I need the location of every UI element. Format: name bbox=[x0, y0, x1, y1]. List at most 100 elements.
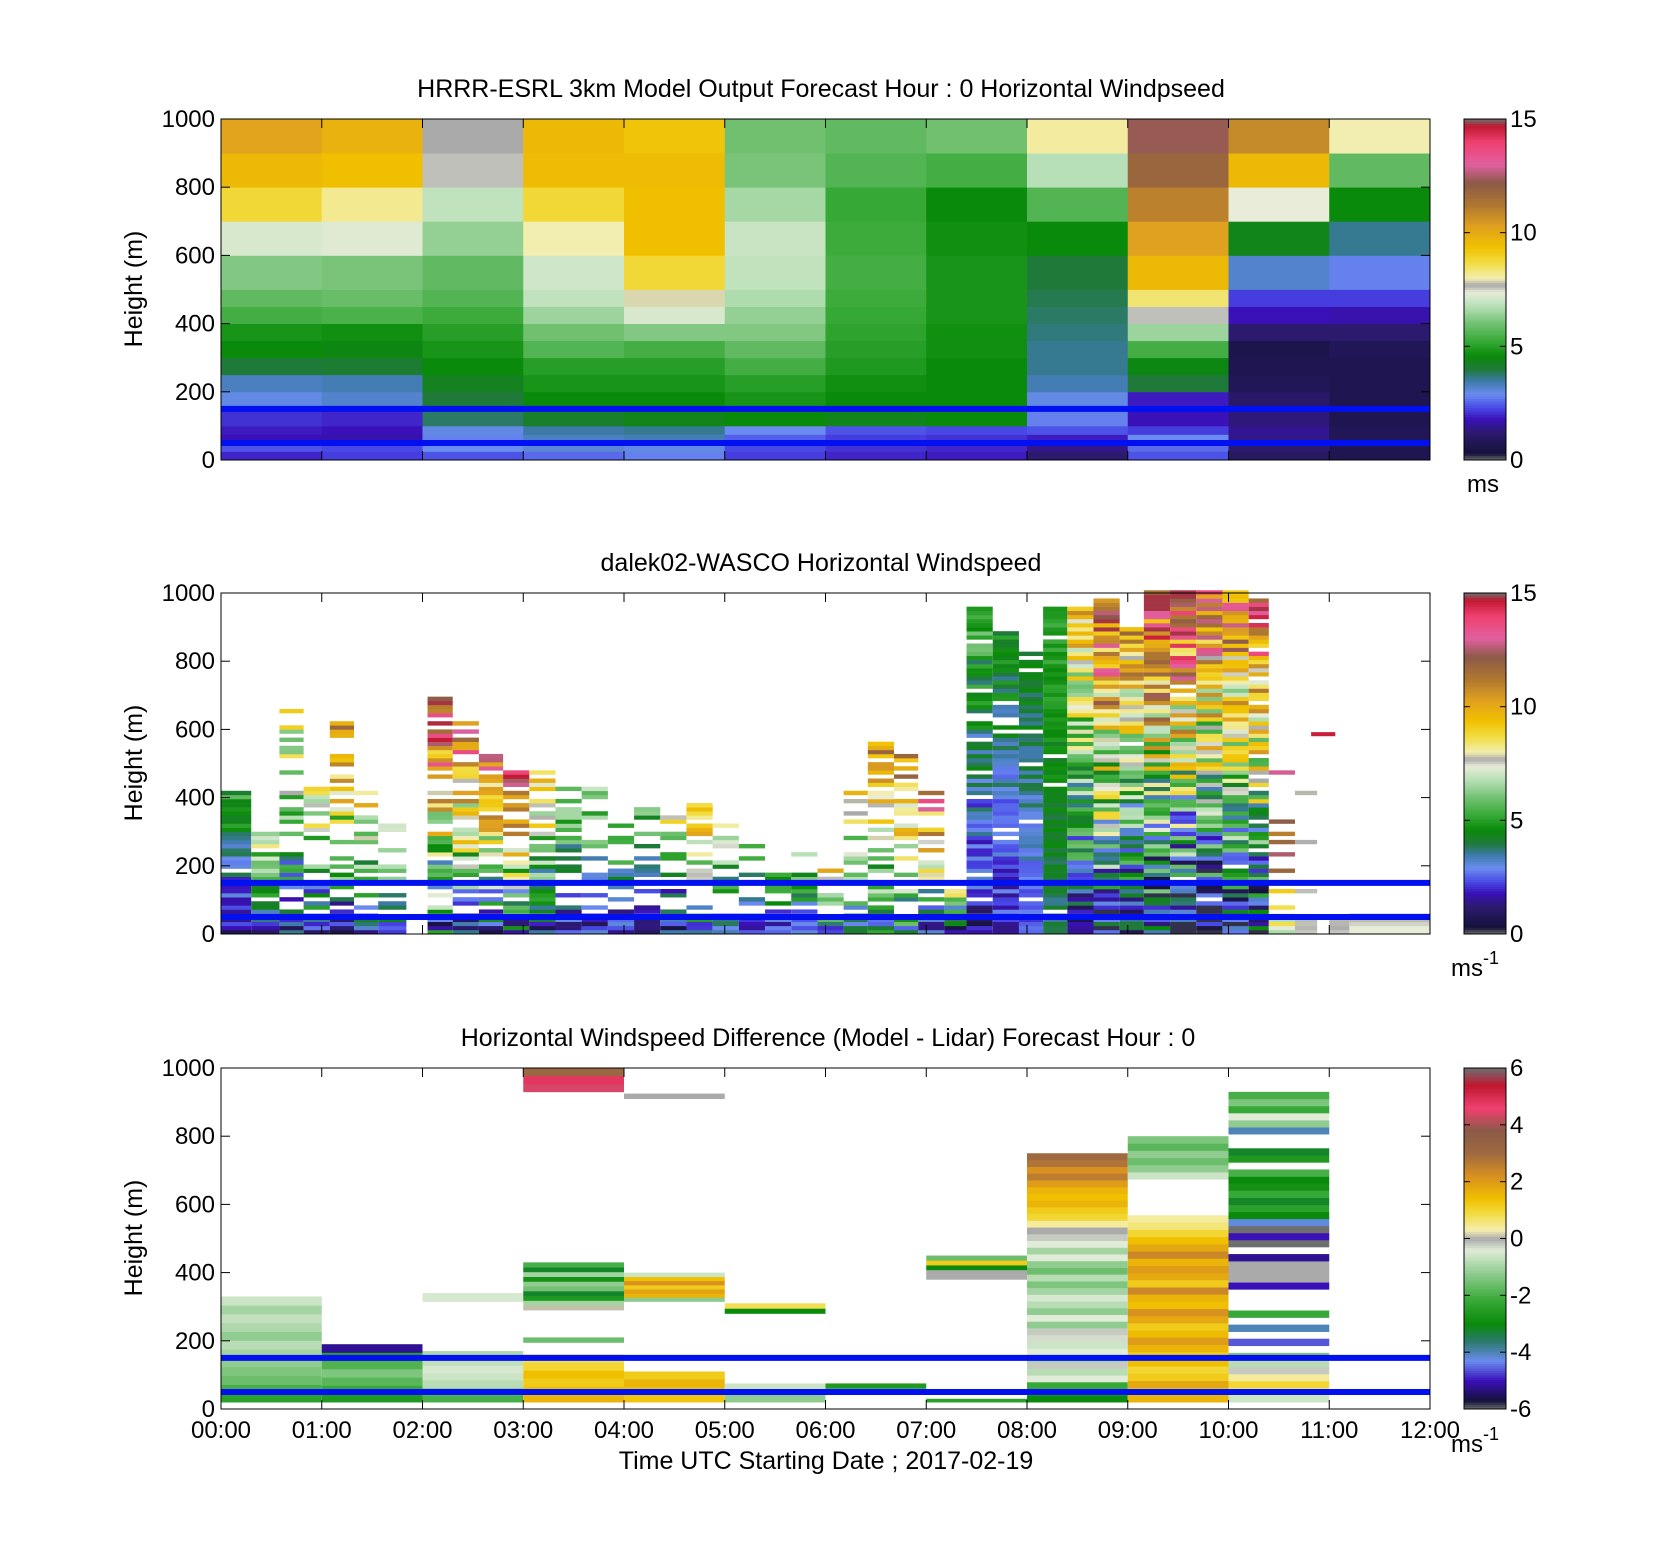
heatmap-cell bbox=[966, 672, 993, 677]
heatmap-cell bbox=[992, 794, 1019, 800]
heatmap-cell bbox=[1093, 884, 1120, 890]
heatmap-cell bbox=[422, 1372, 524, 1381]
heatmap-cell bbox=[1222, 647, 1249, 652]
heatmap-cell bbox=[1170, 672, 1197, 677]
colorbar-segment bbox=[1464, 1138, 1506, 1142]
heatmap-cell bbox=[992, 741, 1019, 747]
heatmap-cell bbox=[1067, 610, 1094, 616]
heatmap-cell bbox=[724, 391, 826, 410]
heatmap-cell bbox=[966, 618, 993, 624]
heatmap-cell bbox=[1143, 798, 1171, 804]
heatmap-cell bbox=[1119, 676, 1144, 681]
heatmap-cell bbox=[1170, 794, 1197, 800]
heatmap-cell bbox=[427, 737, 453, 742]
heatmap-cell bbox=[1228, 1381, 1330, 1389]
heatmap-cell bbox=[1170, 598, 1197, 603]
heatmap-cell bbox=[926, 323, 1028, 342]
heatmap-cell bbox=[353, 929, 379, 935]
heatmap-cell bbox=[1170, 848, 1197, 853]
heatmap-cell bbox=[992, 676, 1019, 681]
heatmap-cell bbox=[1067, 893, 1094, 898]
heatmap-cell bbox=[1093, 872, 1120, 878]
heatmap-cell bbox=[503, 925, 530, 931]
heatmap-cell bbox=[329, 811, 354, 816]
heatmap-cell bbox=[452, 790, 479, 796]
heatmap-cell bbox=[1170, 717, 1197, 722]
colorbar-segment bbox=[1464, 1311, 1506, 1315]
x-axis bbox=[220, 119, 1431, 460]
heatmap-cell bbox=[712, 843, 739, 849]
heatmap-cell bbox=[1170, 790, 1197, 796]
heatmap-cell bbox=[329, 733, 354, 738]
colorbar-segment bbox=[1464, 611, 1506, 614]
heatmap-cell bbox=[221, 1340, 322, 1350]
heatmap-cell bbox=[1170, 688, 1197, 693]
heatmap-cell bbox=[478, 794, 504, 800]
colorbar-segment bbox=[1464, 357, 1506, 361]
heatmap-cell bbox=[918, 921, 945, 927]
colorbar-segment bbox=[1464, 1181, 1506, 1185]
heatmap-cell bbox=[1248, 680, 1269, 685]
heatmap-cell bbox=[1170, 831, 1197, 837]
heatmap-cell bbox=[251, 876, 280, 882]
heatmap-cell bbox=[452, 929, 479, 935]
heatmap-cell bbox=[966, 704, 993, 710]
colorbar-segment bbox=[1464, 184, 1506, 188]
heatmap-cell bbox=[926, 408, 1028, 427]
heatmap-cell bbox=[1067, 925, 1094, 931]
y-tick-label: 800 bbox=[175, 648, 215, 675]
colorbar-segment bbox=[1464, 772, 1506, 776]
colorbar-segment bbox=[1464, 1147, 1506, 1151]
heatmap-cell bbox=[581, 856, 608, 861]
colorbar-segment bbox=[1464, 893, 1506, 896]
heatmap-cell bbox=[1067, 905, 1094, 910]
heatmap-cell bbox=[1143, 843, 1171, 849]
heatmap-cell bbox=[724, 442, 826, 452]
heatmap-cell bbox=[1329, 221, 1431, 256]
heatmap-cell bbox=[1018, 778, 1044, 783]
heatmap-cell bbox=[724, 1308, 826, 1314]
heatmap-cell bbox=[279, 897, 304, 902]
heatmap-cell bbox=[1119, 708, 1144, 714]
x-tick-label: 08:00 bbox=[997, 1417, 1057, 1444]
heatmap-cell bbox=[1329, 451, 1431, 461]
heatmap-cell bbox=[738, 897, 766, 902]
colorbar-segment bbox=[1464, 1206, 1506, 1210]
heatmap-cell bbox=[452, 766, 479, 771]
heatmap-cell bbox=[607, 868, 635, 873]
colorbar-segment bbox=[1464, 693, 1506, 696]
heatmap-cell bbox=[1170, 884, 1197, 890]
colorbar-segment bbox=[1464, 683, 1506, 687]
heatmap-cell bbox=[843, 876, 868, 882]
y-tick-label: 800 bbox=[175, 174, 215, 201]
heatmap-cell bbox=[329, 725, 354, 730]
heatmap-cell bbox=[452, 770, 479, 775]
colorbar-segment bbox=[1464, 366, 1506, 370]
colorbar-segment bbox=[1464, 150, 1506, 154]
heatmap-cell bbox=[607, 897, 635, 902]
colorbar-segment bbox=[1464, 640, 1506, 644]
heatmap-cell bbox=[1170, 647, 1197, 652]
heatmap-cell bbox=[221, 815, 252, 820]
heatmap-cell bbox=[1127, 374, 1229, 393]
heatmap-cell bbox=[992, 643, 1019, 648]
heatmap-cell bbox=[1018, 905, 1044, 910]
heatmap-cell bbox=[1222, 668, 1249, 673]
heatmap-cell bbox=[1170, 676, 1197, 681]
heatmap-cell bbox=[478, 901, 504, 906]
heatmap-cell bbox=[329, 819, 354, 824]
heatmap-cell bbox=[353, 803, 379, 808]
heatmap-cell bbox=[992, 672, 1019, 677]
heatmap-cell bbox=[894, 786, 919, 792]
colorbar-segment bbox=[1464, 786, 1506, 789]
heatmap-cell bbox=[1196, 647, 1223, 652]
heatmap-cell bbox=[1248, 643, 1269, 648]
heatmap-cell bbox=[992, 692, 1019, 697]
heatmap-cell bbox=[1248, 725, 1269, 730]
heatmap-cell bbox=[867, 884, 895, 890]
heatmap-cell bbox=[329, 762, 354, 767]
heatmap-cell bbox=[1127, 1287, 1229, 1295]
heatmap-cell bbox=[221, 408, 323, 427]
heatmap-cell bbox=[1067, 835, 1094, 841]
colorbar-segment bbox=[1464, 305, 1506, 309]
